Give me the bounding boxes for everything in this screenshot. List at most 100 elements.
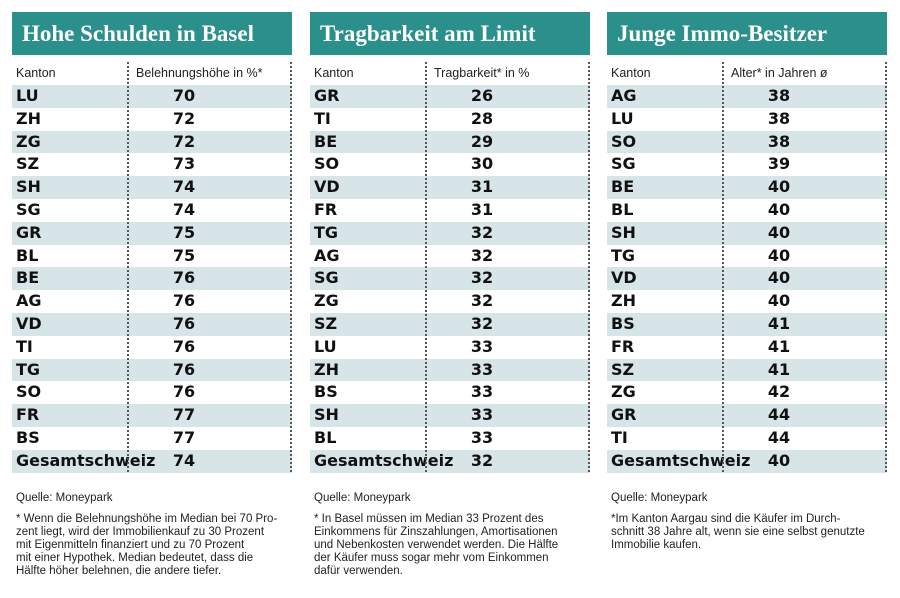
source: Quelle: Moneypark xyxy=(611,492,708,504)
row-stripe xyxy=(310,130,590,154)
panel-border xyxy=(290,62,292,472)
kanton-cell: SH xyxy=(314,405,339,425)
footnote-line: mit einer Hypothek. Median bedeutet, das… xyxy=(16,552,254,564)
row-stripe xyxy=(310,221,590,245)
value-cell: 32 xyxy=(470,245,494,265)
row-stripe xyxy=(607,449,887,473)
row-stripe xyxy=(12,221,292,245)
column-header: Kanton xyxy=(16,66,56,80)
kanton-cell: SH xyxy=(16,177,41,197)
kanton-cell: LU xyxy=(16,86,39,105)
footnote-line: und Nebenkosten verwendet werden. Die Hä… xyxy=(314,539,559,551)
kanton-cell: LU xyxy=(314,336,337,356)
value-cell: 41 xyxy=(767,336,791,356)
kanton-cell: VD xyxy=(314,177,340,197)
row-stripe xyxy=(12,449,292,473)
value-cell: 41 xyxy=(767,359,791,379)
kanton-cell: SG xyxy=(314,268,339,288)
kanton-cell: SZ xyxy=(16,154,40,174)
row-stripe xyxy=(310,85,590,108)
row-stripe xyxy=(12,358,292,382)
value-cell: 38 xyxy=(767,131,791,151)
kanton-cell: SO xyxy=(16,382,42,402)
value-cell: 33 xyxy=(470,428,494,447)
value-cell: 33 xyxy=(470,382,494,402)
row-stripe xyxy=(607,221,887,245)
value-cell: 33 xyxy=(470,405,494,425)
row-stripe xyxy=(607,130,887,154)
kanton-cell: AG xyxy=(314,245,340,265)
value-cell: 44 xyxy=(767,428,791,447)
kanton-cell: TG xyxy=(314,222,339,242)
kanton-cell: VD xyxy=(611,268,637,288)
kanton-cell: ZH xyxy=(611,291,636,311)
value-cell: 72 xyxy=(172,131,196,151)
value-cell: 40 xyxy=(767,291,791,311)
value-cell: 40 xyxy=(767,245,791,265)
kanton-cell: ZG xyxy=(16,131,41,151)
value-cell: 38 xyxy=(767,108,791,128)
value-cell: 76 xyxy=(172,359,196,379)
value-cell: 76 xyxy=(172,382,196,402)
kanton-cell: LU xyxy=(611,108,634,128)
kanton-cell: TI xyxy=(611,428,628,447)
value-cell: 38 xyxy=(767,86,791,105)
value-cell: 77 xyxy=(172,405,196,425)
kanton-cell: FR xyxy=(611,336,635,356)
row-stripe xyxy=(12,130,292,154)
row-stripe xyxy=(607,404,887,427)
value-cell: 40 xyxy=(767,200,791,219)
column-divider xyxy=(722,62,724,472)
panel-border xyxy=(885,62,887,472)
value-cell: 76 xyxy=(172,268,196,288)
value-cell: 75 xyxy=(172,222,196,242)
kanton-cell: BE xyxy=(314,131,338,151)
kanton-cell: ZG xyxy=(611,382,636,402)
footnote-line: zent liegt, wird der Immobilienkauf zu 3… xyxy=(16,526,265,538)
kanton-cell: SH xyxy=(611,222,636,242)
value-cell: 76 xyxy=(172,336,196,356)
kanton-cell: SG xyxy=(611,154,636,174)
value-cell: 42 xyxy=(767,382,791,402)
value-cell: 32 xyxy=(470,291,494,311)
column-divider xyxy=(425,62,427,472)
source: Quelle: Moneypark xyxy=(314,492,411,504)
kanton-cell: VD xyxy=(16,314,42,333)
value-cell: 32 xyxy=(470,268,494,288)
value-cell: 73 xyxy=(172,154,196,174)
row-stripe xyxy=(310,449,590,473)
kanton-cell: SO xyxy=(314,154,340,174)
column-header: Tragbarkeit* in % xyxy=(434,66,530,80)
footnote-line: * In Basel müssen im Median 33 Prozent d… xyxy=(314,513,544,525)
kanton-cell: FR xyxy=(16,405,40,425)
value-cell: 70 xyxy=(172,86,196,105)
footnote-line: schnitt 38 Jahre alt, wenn sie eine selb… xyxy=(611,526,865,538)
row-stripe xyxy=(12,267,292,291)
kanton-cell: FR xyxy=(314,200,338,219)
row-stripe xyxy=(12,85,292,108)
panel-title: Hohe Schulden in Basel xyxy=(12,12,292,55)
row-stripe xyxy=(12,404,292,427)
kanton-cell: ZH xyxy=(16,108,41,128)
footnote-line: Einkommens für Zinszahlungen, Amortisati… xyxy=(314,526,558,538)
value-cell: 77 xyxy=(172,428,196,447)
footnote-line: mit Eigenmitteln finanziert und zu 70 Pr… xyxy=(16,539,245,551)
value-cell: 31 xyxy=(470,200,494,219)
kanton-cell: TI xyxy=(314,108,331,128)
column-header: Belehnungshöhe in %* xyxy=(136,66,263,80)
value-cell: 44 xyxy=(767,405,791,425)
value-cell: 32 xyxy=(470,450,494,470)
row-stripe xyxy=(607,358,887,382)
value-cell: 33 xyxy=(470,359,494,379)
value-cell: 26 xyxy=(470,86,494,105)
kanton-cell: Gesamtschweiz xyxy=(611,450,751,470)
row-stripe xyxy=(310,404,590,427)
footnote-line: der Käufer muss sogar mehr vom Einkommen xyxy=(314,552,549,564)
kanton-cell: TI xyxy=(16,336,33,356)
kanton-cell: BE xyxy=(611,177,635,197)
kanton-cell: TG xyxy=(16,359,41,379)
row-stripe xyxy=(12,313,292,336)
footnote-line: Immobilie kaufen. xyxy=(611,539,702,551)
footnote-line: * Wenn die Belehnungshöhe im Median bei … xyxy=(16,513,278,525)
